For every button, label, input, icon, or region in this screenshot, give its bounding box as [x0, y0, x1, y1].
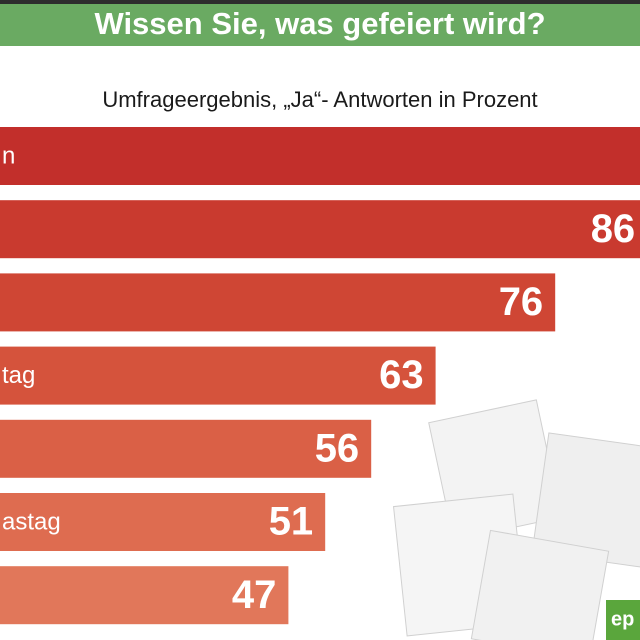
value-label: 63 [379, 353, 424, 397]
bar [0, 346, 436, 405]
value-label: 47 [232, 573, 277, 617]
bar [0, 200, 640, 259]
value-label: 56 [315, 426, 360, 470]
chart-subtitle: Umfrageergebnis, „Ja“- Antworten in Proz… [102, 87, 537, 112]
category-label: tag [2, 362, 35, 389]
chart-title: Wissen Sie, was gefeiert wird? [94, 6, 545, 41]
value-label: 76 [499, 280, 544, 324]
calendar-decoration [392, 399, 640, 640]
source-badge [606, 600, 640, 640]
value-label: 51 [269, 500, 314, 544]
title-band [0, 0, 640, 46]
bar [0, 493, 326, 551]
bar [0, 566, 289, 625]
value-label: 86 [591, 207, 636, 251]
category-label: n [2, 142, 15, 169]
top-border [0, 0, 640, 4]
calendar-sheet [470, 529, 610, 640]
category-label: astag [2, 508, 61, 535]
source: ep [611, 608, 634, 630]
bar [0, 419, 372, 478]
bars: n 86 76 tag 63 56 astag 51 47 [0, 127, 640, 625]
bar [0, 127, 640, 185]
bar [0, 273, 556, 332]
